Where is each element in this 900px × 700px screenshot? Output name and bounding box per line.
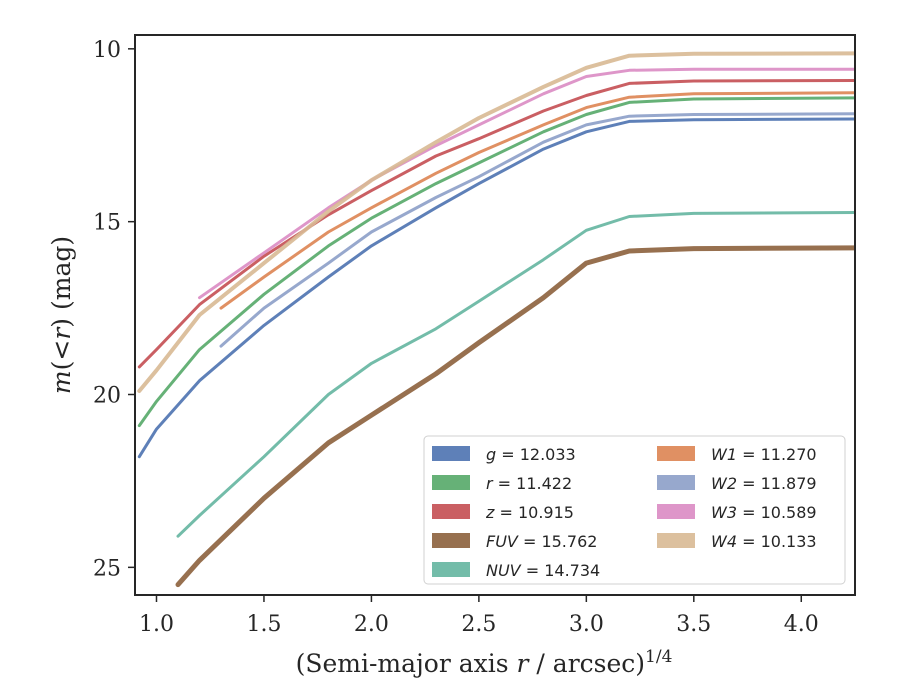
- legend-swatch-W3: [657, 504, 695, 519]
- y-tick-label: 15: [93, 211, 121, 236]
- legend-swatch-W4: [657, 533, 695, 548]
- series-line-W4: [137, 51, 855, 393]
- x-tick-label: 3.5: [676, 612, 711, 637]
- y-tick-label: 20: [93, 384, 121, 409]
- series-line-NUV: [176, 211, 855, 538]
- y-tick-label: 25: [93, 556, 121, 581]
- x-tick-label: 1.0: [139, 612, 174, 637]
- legend-label-NUV: NUV = 14.734: [486, 561, 600, 580]
- x-tick-label: 2.5: [461, 612, 496, 637]
- legend-label-z: z = 10.915: [485, 503, 574, 522]
- plot-frame: [134, 34, 856, 596]
- legend-swatch-r: [432, 475, 470, 490]
- series-line-W3: [198, 67, 855, 300]
- x-axis-ticks: 1.0 1.5 2.0 2.5 3.0 3.5 4.0: [139, 595, 819, 637]
- series-line-W2: [219, 112, 855, 348]
- series-line-z: [137, 79, 855, 369]
- legend-swatch-z: [432, 504, 470, 519]
- x-axis-label: (Semi-major axis r / arcsec)1/4: [296, 647, 673, 678]
- x-tick-label: 2.0: [354, 612, 389, 637]
- series-line-r: [137, 96, 855, 428]
- y-tick-label: 10: [93, 38, 121, 63]
- series-line-FUV: [175, 245, 855, 588]
- legend-label-g: g = 12.033: [486, 445, 576, 464]
- legend-label-W2: W2 = 11.879: [711, 474, 817, 493]
- legend-swatch-W2: [657, 475, 695, 490]
- legend-label-r: r = 11.422: [486, 474, 572, 493]
- legend-label-W1: W1 = 11.270: [711, 445, 817, 464]
- legend-label-FUV: FUV = 15.762: [486, 532, 597, 551]
- x-tick-label: 4.0: [784, 612, 819, 637]
- legend-label-W3: W3 = 10.589: [711, 503, 817, 522]
- legend-swatch-W1: [657, 446, 695, 461]
- x-tick-label: 1.5: [246, 612, 281, 637]
- legend-swatch-FUV: [432, 533, 470, 548]
- legend: g = 12.033 r = 11.422 z = 10.915 FUV = 15.7…: [423, 435, 846, 585]
- legend-box: [423, 435, 846, 585]
- y-axis-ticks: 10 15 20 25: [93, 38, 135, 581]
- x-tick-label: 3.0: [569, 612, 604, 637]
- legend-label-W4: W4 = 10.133: [711, 532, 817, 551]
- curves: [137, 51, 855, 588]
- series-line-W1: [219, 91, 855, 310]
- y-axis-label: m(<r) (mag): [47, 236, 76, 394]
- legend-swatch-g: [432, 446, 470, 461]
- legend-swatch-NUV: [432, 562, 470, 577]
- series-line-g: [137, 117, 855, 459]
